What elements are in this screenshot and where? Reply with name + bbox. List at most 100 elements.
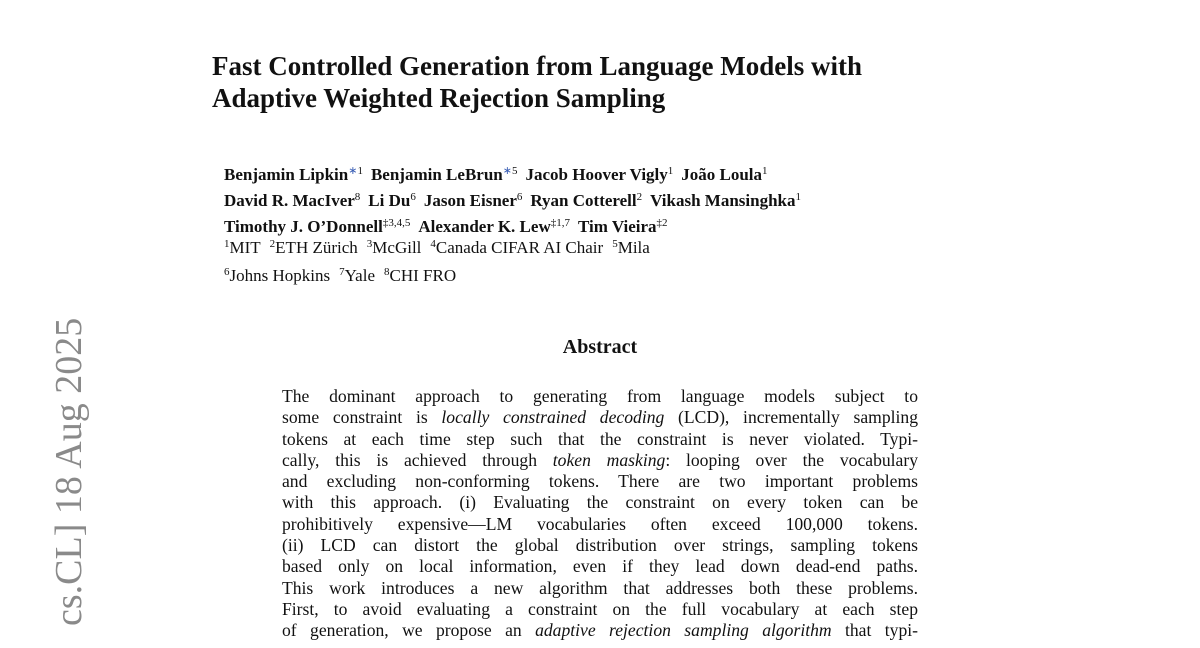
affiliation: 4Canada CIFAR AI Chair <box>430 238 603 257</box>
abstract-line: cally, this is achieved through token ma… <box>282 450 918 471</box>
abstract-text: with this approach. (i) Evaluating the c… <box>282 492 918 513</box>
author-superscript: 1 <box>762 165 768 177</box>
affiliation-number: 4 <box>430 238 436 250</box>
affiliation-number: 6 <box>516 191 523 203</box>
abstract-text: tokens at each time step such that the c… <box>282 428 918 449</box>
author-name: Vikash Mansinghka <box>650 191 796 210</box>
abstract-text: some constraint is <box>282 407 442 428</box>
equal-contribution-mark: ∗ <box>348 165 358 177</box>
affiliation: 6Johns Hopkins <box>224 266 330 285</box>
affiliation-number: 3 <box>366 238 373 250</box>
abstract-line: First, to avoid evaluating a constraint … <box>282 599 918 620</box>
affiliation-line: 1MIT 2ETH Zürich 3McGill 4Canada CIFAR AI C… <box>224 232 659 260</box>
author: Benjamin Lipkin∗1 <box>224 165 363 184</box>
abstract-line: (ii) LCD can distort the global distribu… <box>282 535 918 556</box>
author-line: Timothy J. O’Donnell‡3,4,5 Alexander K. L… <box>224 212 809 238</box>
affiliation-line: 6Johns Hopkins 7Yale 8CHI FRO <box>224 260 659 288</box>
author-superscript: 1 <box>796 191 802 203</box>
affiliation-number: 1 <box>357 165 363 177</box>
abstract-text: The dominant approach to generating from… <box>282 386 918 406</box>
abstract-heading: Abstract <box>562 336 638 358</box>
affiliation: 8CHI FRO <box>384 266 456 285</box>
affiliation-number: 8 <box>354 191 361 203</box>
affiliation-number: 6 <box>410 191 416 203</box>
affiliation-number: ‡3,4,5 <box>382 217 411 229</box>
author-superscript: ‡3,4,5 <box>383 217 411 229</box>
affiliation-name: MIT <box>229 238 261 257</box>
affiliation: 2ETH Zürich <box>270 238 358 257</box>
author-name: Li Du <box>368 191 411 210</box>
author-name: Alexander K. Lew <box>418 217 551 236</box>
abstract-text: that typi- <box>831 620 918 641</box>
arxiv-stamp: cs.CL] 18 Aug 2025 <box>48 317 90 626</box>
author: Li Du6 <box>368 191 416 210</box>
author: Jason Eisner6 <box>424 191 523 210</box>
author-superscript: ‡2 <box>657 217 668 229</box>
affiliation-name: Yale <box>344 266 375 285</box>
affiliation-number: 5 <box>612 238 618 250</box>
author-name: Jacob Hoover Vigly <box>525 165 668 184</box>
author-name: Benjamin Lipkin <box>224 165 349 184</box>
affiliation-number: 1 <box>762 165 768 177</box>
affiliation-number: 2 <box>269 238 276 250</box>
author-name: Timothy J. O’Donnell <box>224 217 383 236</box>
author-name: Tim Vieira <box>577 217 657 236</box>
author-name: Jason Eisner <box>423 191 517 210</box>
author: Ryan Cotterell2 <box>530 191 642 210</box>
author: Alexander K. Lew‡1,7 <box>418 217 570 236</box>
author: Benjamin LeBrun∗5 <box>371 165 518 184</box>
author-superscript: ∗5 <box>503 165 518 177</box>
affiliation-number: 7 <box>339 266 345 278</box>
author-superscript: ‡1,7 <box>551 217 570 229</box>
abstract-text: This work introduces a new algorithm tha… <box>282 577 918 598</box>
abstract-line: based only on local information, even if… <box>282 556 918 577</box>
author-list: Benjamin Lipkin∗1 Benjamin LeBrun∗5 Jacob … <box>224 160 809 238</box>
affiliation-number: 8 <box>384 266 390 278</box>
affiliation-name: ETH Zürich <box>275 238 358 257</box>
affiliation-number: 1 <box>224 238 230 250</box>
affiliation-number: 1 <box>667 165 674 177</box>
abstract-emphasis: token masking <box>552 449 666 470</box>
author: Timothy J. O’Donnell‡3,4,5 <box>224 217 410 236</box>
abstract-text: and excluding non-conforming tokens. The… <box>282 471 918 492</box>
abstract-text: based only on local information, even if… <box>282 556 918 577</box>
author-name: João Loula <box>681 165 763 184</box>
author-superscript: ∗1 <box>348 165 363 177</box>
author: João Loula1 <box>681 165 767 184</box>
title-line: Adaptive Weighted Rejection Sampling <box>212 83 666 113</box>
abstract-text: prohibitively expensive—LM vocabularies … <box>282 513 918 534</box>
affiliation: 1MIT <box>224 238 261 257</box>
abstract-emphasis: locally constrained decoding <box>441 407 665 428</box>
abstract-text: (LCD), incrementally sampling <box>664 407 919 428</box>
abstract-text: : looping over the vocabulary <box>665 449 919 470</box>
author: David R. MacIver8 <box>224 191 360 210</box>
author-name: Benjamin LeBrun <box>370 165 503 184</box>
affiliation: 7Yale <box>339 266 375 285</box>
abstract-line: prohibitively expensive—LM vocabularies … <box>282 514 918 535</box>
affiliation-number: 2 <box>636 191 643 203</box>
author-line: David R. MacIver8 Li Du6 Jason Eisner6 Ryan… <box>224 186 809 212</box>
affiliation-number: ‡2 <box>656 217 668 229</box>
affiliation: 3McGill <box>367 238 422 257</box>
abstract-line: The dominant approach to generating from… <box>282 386 918 407</box>
abstract-text: First, to avoid evaluating a constraint … <box>282 598 918 619</box>
author-superscript: 8 <box>355 191 361 203</box>
author: Tim Vieira‡2 <box>578 217 668 236</box>
affiliation-name: McGill <box>372 238 422 257</box>
affiliation: 5Mila <box>612 238 650 257</box>
author: Vikash Mansinghka1 <box>650 191 801 210</box>
paper-title: Fast Controlled Generation from Language… <box>212 50 862 114</box>
author-superscript: 6 <box>517 191 523 203</box>
abstract-line: tokens at each time step such that the c… <box>282 429 918 450</box>
abstract-text: of generation, we propose an <box>282 620 536 641</box>
affiliation-name: CHI FRO <box>389 266 457 285</box>
affiliation-name: Canada CIFAR AI Chair <box>435 238 604 257</box>
affiliation-number: 5 <box>511 165 518 177</box>
abstract-line: and excluding non-conforming tokens. The… <box>282 471 918 492</box>
author: Jacob Hoover Vigly1 <box>525 165 673 184</box>
affiliation-list: 1MIT 2ETH Zürich 3McGill 4Canada CIFAR AI C… <box>224 232 659 288</box>
abstract-emphasis: adaptive rejection sampling algorithm <box>535 620 832 641</box>
abstract-body: The dominant approach to generating from… <box>282 386 918 642</box>
